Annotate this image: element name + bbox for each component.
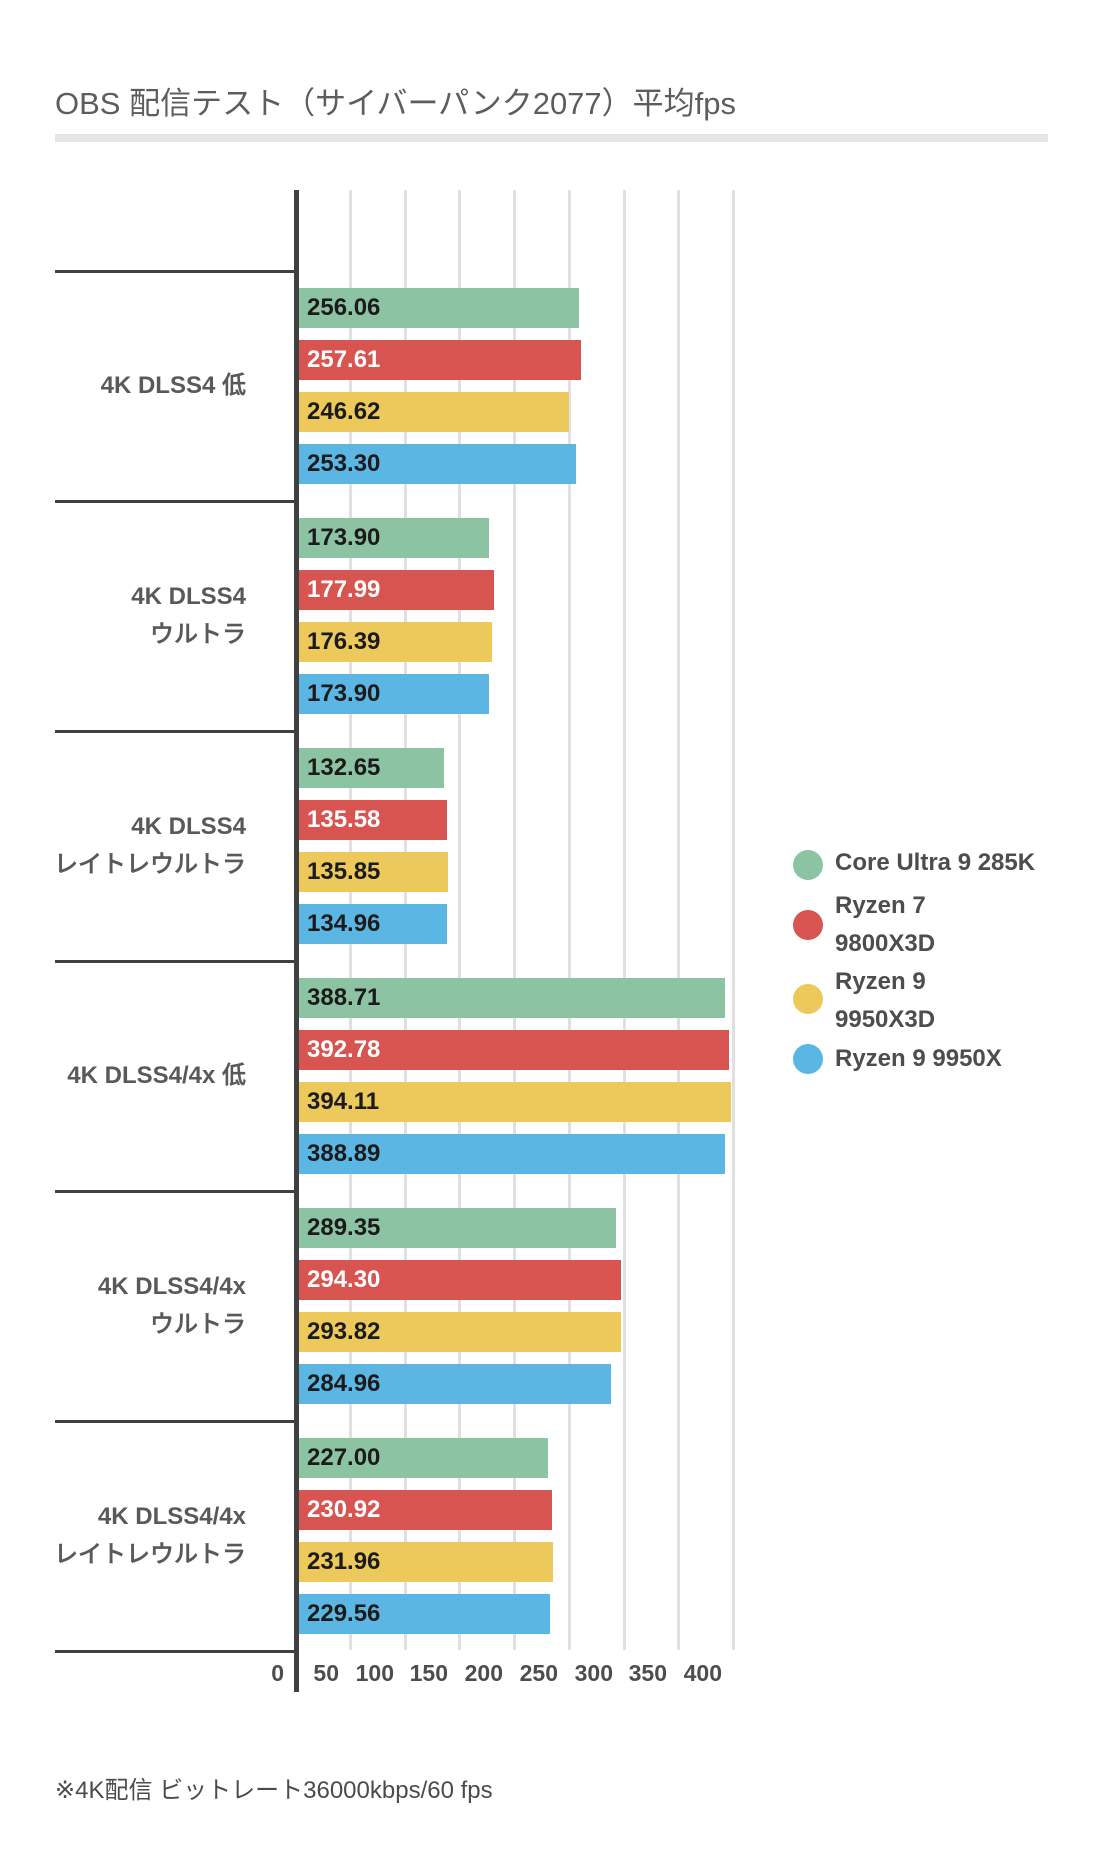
bar-value-label: 135.85 bbox=[307, 858, 381, 885]
x-tick-label: 50 bbox=[313, 1660, 339, 1686]
bar-core-ultra-9-285k: 227.00 bbox=[299, 1438, 548, 1478]
bar-ryzen-9-9950x: 134.96 bbox=[299, 904, 447, 944]
bar-ryzen-9-9950x3d: 246.62 bbox=[299, 392, 569, 432]
x-tick-label: 100 bbox=[355, 1660, 394, 1686]
group-separator bbox=[55, 500, 296, 503]
legend-dot-ryzen-7-9800x3d bbox=[793, 910, 823, 940]
x-tick-label: 0 bbox=[271, 1660, 284, 1686]
category-label: 4K DLSS4 レイトレウルトラ bbox=[54, 813, 246, 878]
x-tick-label: 400 bbox=[683, 1660, 722, 1686]
legend-dot-core-ultra-9-285k bbox=[793, 850, 823, 880]
legend-label: Core Ultra 9 285K bbox=[835, 849, 1036, 876]
bar-value-label: 227.00 bbox=[307, 1444, 381, 1471]
bar-ryzen-9-9950x3d: 135.85 bbox=[299, 852, 448, 892]
group-separator bbox=[55, 270, 296, 273]
bar-value-label: 388.89 bbox=[307, 1140, 381, 1167]
bar-core-ultra-9-285k: 173.90 bbox=[299, 518, 489, 558]
legend-label: Ryzen 7 9800X3D bbox=[835, 892, 936, 957]
bar-ryzen-9-9950x: 229.56 bbox=[299, 1594, 550, 1634]
group-separator bbox=[55, 1420, 296, 1423]
bar-value-label: 134.96 bbox=[307, 910, 381, 937]
x-tick-label: 150 bbox=[409, 1660, 448, 1686]
bar-value-label: 173.90 bbox=[307, 680, 381, 707]
gridline bbox=[732, 190, 735, 1650]
category-label: 4K DLSS4 ウルトラ bbox=[131, 583, 246, 648]
x-tick-label: 350 bbox=[628, 1660, 667, 1686]
category-label: 4K DLSS4 低 bbox=[100, 372, 246, 399]
bar-core-ultra-9-285k: 289.35 bbox=[299, 1208, 616, 1248]
bar-value-label: 253.30 bbox=[307, 450, 381, 477]
bar-ryzen-7-9800x3d: 392.78 bbox=[299, 1030, 729, 1070]
legend-label: Ryzen 9 9950X bbox=[835, 1045, 1002, 1072]
category-label: 4K DLSS4/4x 低 bbox=[67, 1062, 246, 1089]
bar-ryzen-7-9800x3d: 294.30 bbox=[299, 1260, 621, 1300]
group-separator bbox=[55, 730, 296, 733]
bar-value-label: 246.62 bbox=[307, 398, 381, 425]
chart-title: OBS 配信テスト（サイバーパンク2077）平均fps bbox=[55, 86, 737, 121]
x-tick-label: 200 bbox=[464, 1660, 503, 1686]
x-tick-label: 250 bbox=[519, 1660, 558, 1686]
bar-value-label: 394.11 bbox=[307, 1088, 380, 1115]
gridline bbox=[568, 190, 571, 1650]
bar-ryzen-9-9950x3d: 231.96 bbox=[299, 1542, 553, 1582]
bar-value-label: 135.58 bbox=[307, 806, 381, 833]
legend-label: Ryzen 9 9950X3D bbox=[835, 968, 936, 1033]
legend-dot-ryzen-9-9950x bbox=[793, 1044, 823, 1074]
bar-ryzen-9-9950x3d: 293.82 bbox=[299, 1312, 621, 1352]
bar-value-label: 231.96 bbox=[307, 1548, 381, 1575]
gridline bbox=[677, 190, 680, 1650]
category-label: 4K DLSS4/4x ウルトラ bbox=[97, 1273, 246, 1338]
bar-value-label: 257.61 bbox=[307, 346, 381, 373]
bar-ryzen-9-9950x3d: 394.11 bbox=[299, 1082, 731, 1122]
x-tick-label: 300 bbox=[574, 1660, 613, 1686]
gridline bbox=[623, 190, 626, 1650]
bar-value-label: 289.35 bbox=[307, 1214, 381, 1241]
bar-ryzen-9-9950x3d: 176.39 bbox=[299, 622, 492, 662]
bar-value-label: 388.71 bbox=[307, 984, 381, 1011]
footnote: ※4K配信 ビットレート36000kbps/60 fps bbox=[55, 1777, 493, 1804]
bar-value-label: 284.96 bbox=[307, 1370, 381, 1397]
bar-core-ultra-9-285k: 132.65 bbox=[299, 748, 444, 788]
bar-ryzen-9-9950x: 388.89 bbox=[299, 1134, 725, 1174]
bar-ryzen-9-9950x: 253.30 bbox=[299, 444, 576, 484]
legend-dot-ryzen-9-9950x3d bbox=[793, 984, 823, 1014]
bar-core-ultra-9-285k: 256.06 bbox=[299, 288, 579, 328]
bar-value-label: 176.39 bbox=[307, 628, 381, 655]
bar-value-label: 132.65 bbox=[307, 754, 381, 781]
bar-value-label: 293.82 bbox=[307, 1318, 381, 1345]
bar-value-label: 256.06 bbox=[307, 294, 381, 321]
gridline bbox=[513, 190, 516, 1650]
bar-value-label: 229.56 bbox=[307, 1600, 381, 1627]
bar-ryzen-7-9800x3d: 230.92 bbox=[299, 1490, 552, 1530]
gridline bbox=[458, 190, 461, 1650]
bar-core-ultra-9-285k: 388.71 bbox=[299, 978, 725, 1018]
group-separator bbox=[55, 1650, 296, 1653]
bar-value-label: 294.30 bbox=[307, 1266, 381, 1293]
title-divider bbox=[55, 134, 1048, 142]
group-separator bbox=[55, 960, 296, 963]
bar-ryzen-7-9800x3d: 177.99 bbox=[299, 570, 494, 610]
bar-ryzen-9-9950x: 284.96 bbox=[299, 1364, 611, 1404]
bar-ryzen-7-9800x3d: 257.61 bbox=[299, 340, 581, 380]
bar-ryzen-9-9950x: 173.90 bbox=[299, 674, 489, 714]
value-axis-line bbox=[294, 190, 299, 1692]
bar-value-label: 177.99 bbox=[307, 576, 381, 603]
bar-value-label: 173.90 bbox=[307, 524, 381, 551]
category-label: 4K DLSS4/4x レイトレウルトラ bbox=[54, 1503, 246, 1568]
bar-value-label: 392.78 bbox=[307, 1036, 381, 1063]
group-separator bbox=[55, 1190, 296, 1193]
bar-ryzen-7-9800x3d: 135.58 bbox=[299, 800, 447, 840]
bar-value-label: 230.92 bbox=[307, 1496, 381, 1523]
